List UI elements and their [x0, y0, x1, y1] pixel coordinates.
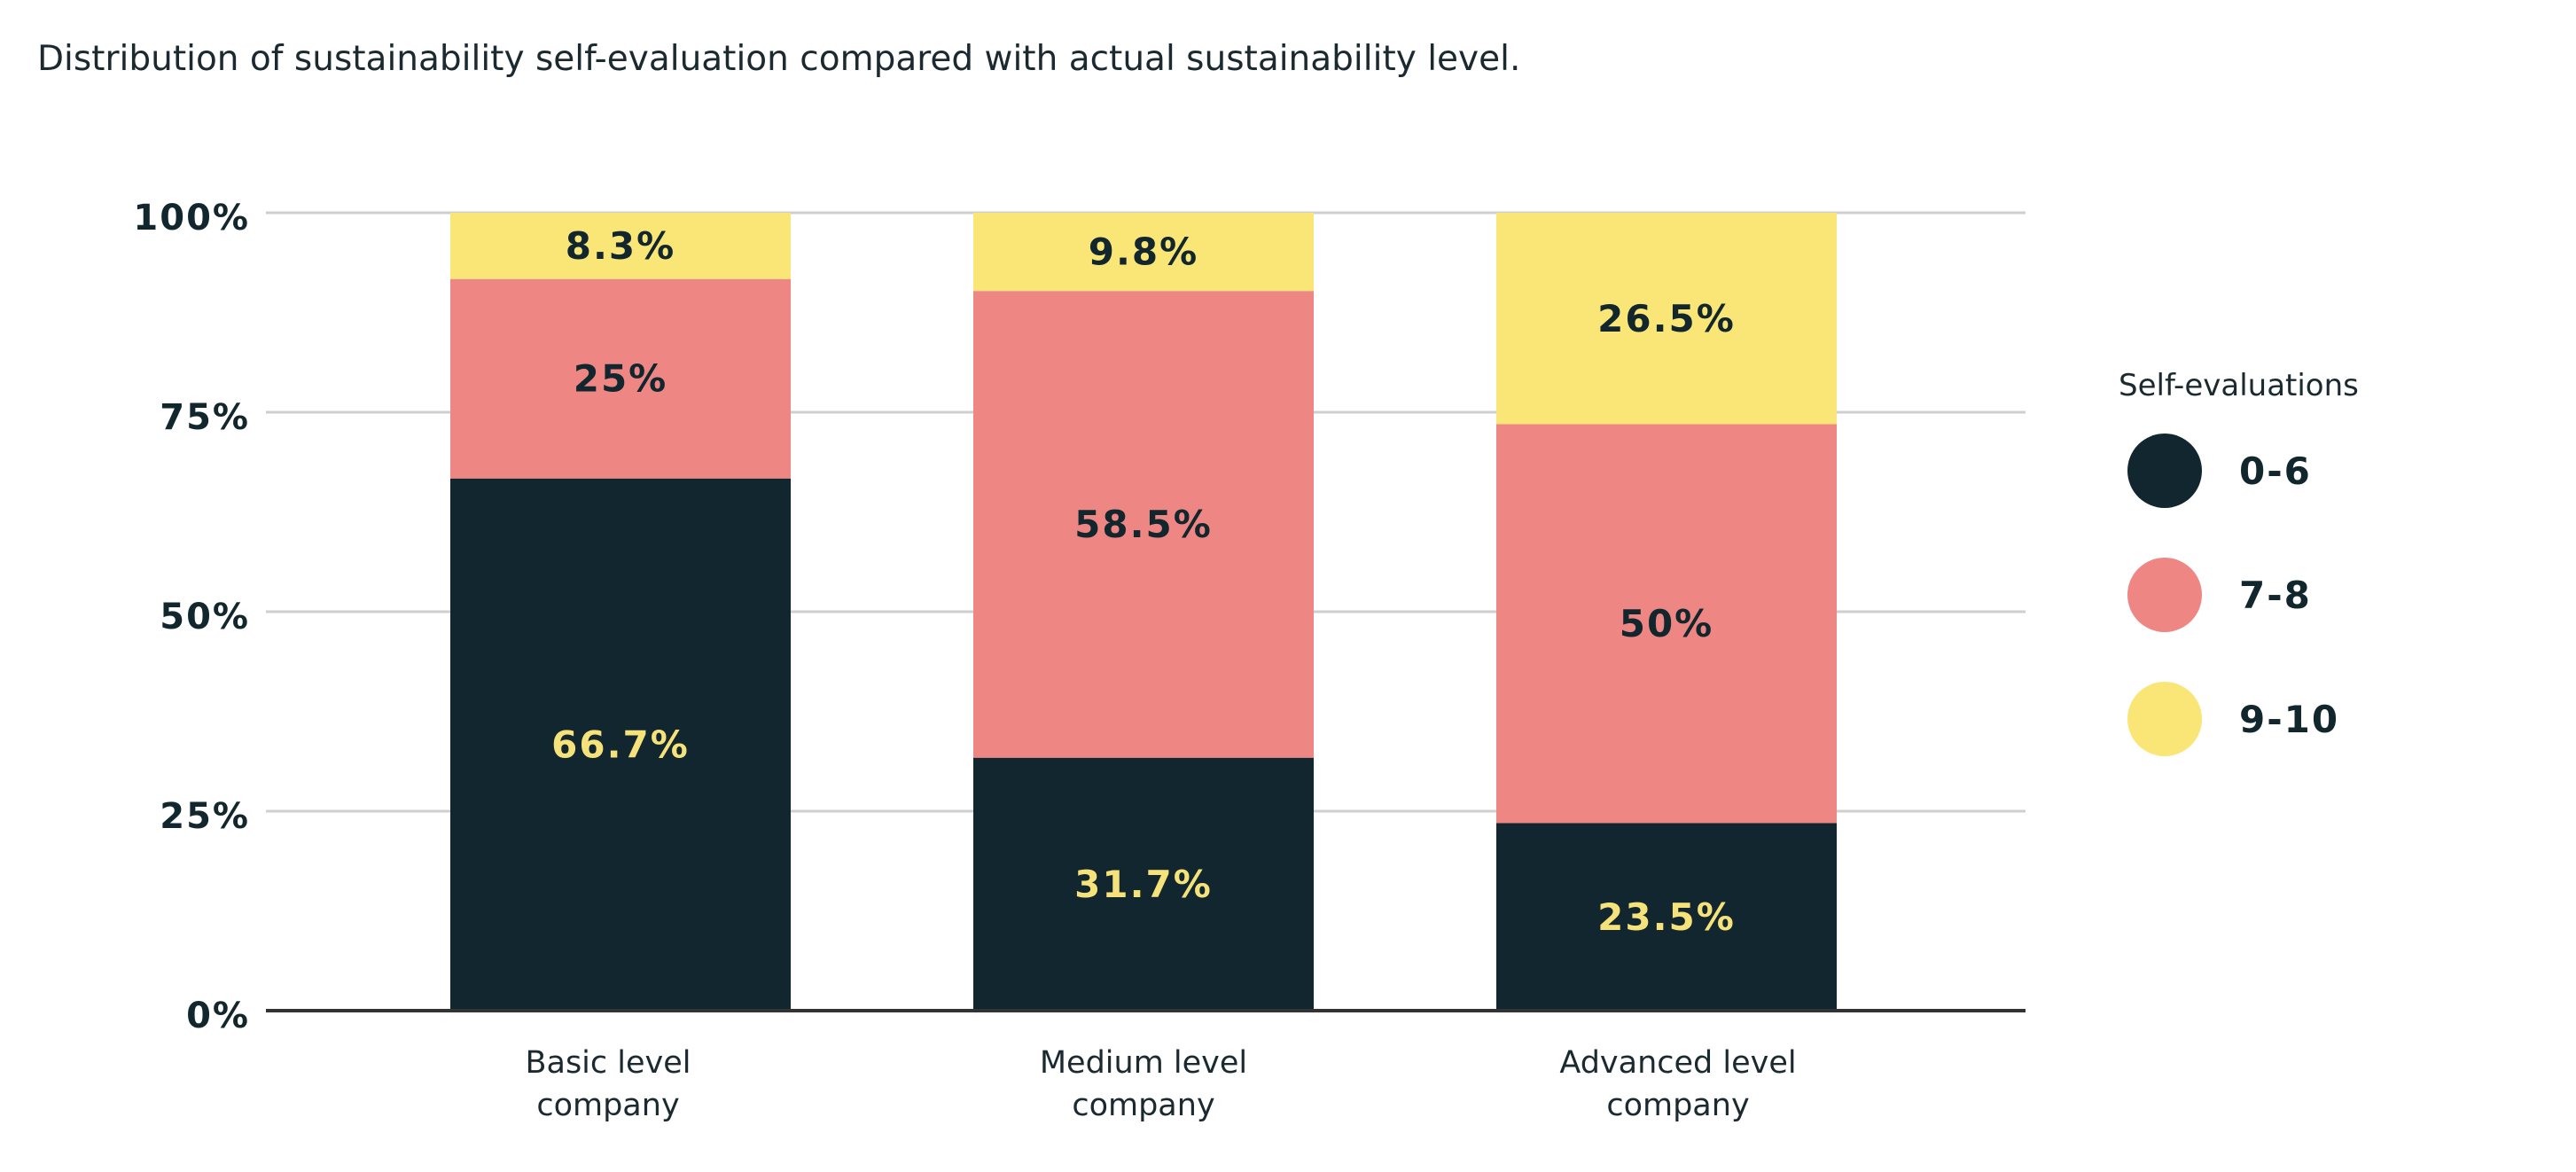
data-label: 58.5% [1074, 503, 1213, 546]
bar-segment [450, 278, 791, 479]
y-tick-label: 0% [186, 996, 250, 1036]
y-tick-label: 75% [160, 397, 250, 438]
data-label: 9.8% [1089, 230, 1198, 274]
legend-swatch-7-8 [2127, 558, 2202, 632]
data-label: 31.7% [1074, 863, 1213, 906]
data-label: 66.7% [551, 723, 690, 766]
x-tick-label: company [1606, 1088, 1749, 1123]
bar-segment [450, 478, 791, 1011]
data-label: 8.3% [566, 224, 675, 268]
x-tick-label: Basic level [525, 1045, 691, 1081]
legend-item-9-10: 9-10 [2119, 682, 2359, 756]
bar-segment [1496, 213, 1837, 425]
legend-label-0-6: 0-6 [2239, 449, 2312, 493]
legend: Self-evaluations 0-6 7-8 9-10 [2119, 368, 2359, 806]
data-label: 26.5% [1597, 297, 1736, 340]
x-tick-label: Medium level [1040, 1045, 1247, 1081]
bar-segment [1496, 823, 1837, 1011]
x-tick-label: company [536, 1088, 679, 1123]
bar-segment [973, 291, 1314, 758]
x-tick-label: company [1072, 1088, 1214, 1123]
chart-title: Distribution of sustainability self-eval… [37, 39, 1521, 79]
bar-segment [1496, 424, 1837, 824]
legend-swatch-9-10 [2127, 682, 2202, 756]
data-label: 50% [1620, 602, 1714, 645]
y-tick-label: 50% [160, 597, 250, 637]
bar-segment [973, 757, 1314, 1011]
legend-swatch-0-6 [2127, 434, 2202, 508]
bar-segment [973, 213, 1314, 292]
y-tick-label: 100% [133, 198, 250, 238]
y-tick-label: 25% [160, 796, 250, 837]
data-label: 25% [574, 357, 668, 401]
bar-segment [450, 213, 791, 279]
data-label: 23.5% [1597, 895, 1736, 939]
legend-title: Self-evaluations [2119, 368, 2359, 403]
legend-label-7-8: 7-8 [2239, 573, 2312, 617]
legend-label-9-10: 9-10 [2239, 697, 2340, 741]
legend-item-7-8: 7-8 [2119, 558, 2359, 632]
legend-item-0-6: 0-6 [2119, 434, 2359, 508]
x-tick-label: Advanced level [1559, 1045, 1796, 1081]
